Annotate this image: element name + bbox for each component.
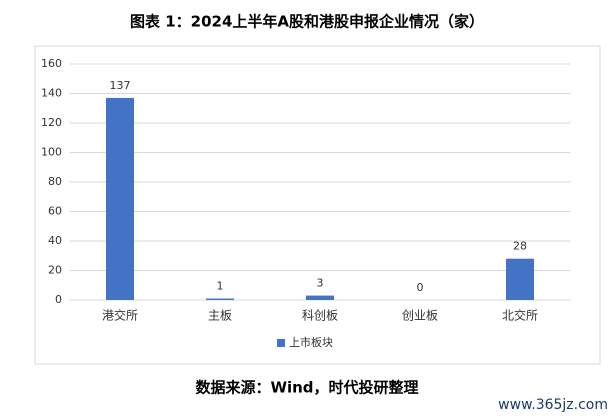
data-label: 137	[110, 79, 131, 92]
y-tick-label: 0	[55, 293, 62, 306]
data-label: 0	[417, 281, 424, 294]
source-note: 数据来源：Wind，时代投研整理	[195, 379, 418, 397]
x-tick-label: 北交所	[502, 308, 538, 323]
y-tick-label: 40	[48, 234, 62, 247]
bar	[506, 258, 534, 300]
legend-label: 上市板块	[289, 335, 333, 349]
y-tick-label: 140	[41, 87, 62, 100]
chart-frame	[34, 45, 601, 365]
watermark: www.365jz.com	[498, 397, 608, 413]
y-tick-label: 120	[41, 116, 62, 129]
x-tick-label: 创业板	[402, 309, 438, 323]
y-tick-label: 160	[41, 57, 62, 70]
x-tick-label: 主板	[208, 309, 232, 323]
data-label: 28	[513, 240, 527, 253]
bar	[106, 97, 134, 300]
bar	[206, 298, 234, 300]
data-label: 3	[317, 277, 324, 290]
x-tick-label: 科创板	[302, 309, 338, 323]
data-label: 1	[217, 280, 224, 293]
y-tick-label: 60	[48, 205, 62, 218]
x-tick-label: 港交所	[102, 308, 138, 323]
y-tick-label: 100	[41, 146, 62, 159]
y-tick-label: 20	[48, 264, 62, 277]
y-tick-label: 80	[48, 175, 62, 188]
bar	[306, 295, 334, 300]
legend-swatch	[277, 339, 285, 347]
chart-title: 图表 1：2024上半年A股和港股申报企业情况（家）	[130, 13, 484, 31]
